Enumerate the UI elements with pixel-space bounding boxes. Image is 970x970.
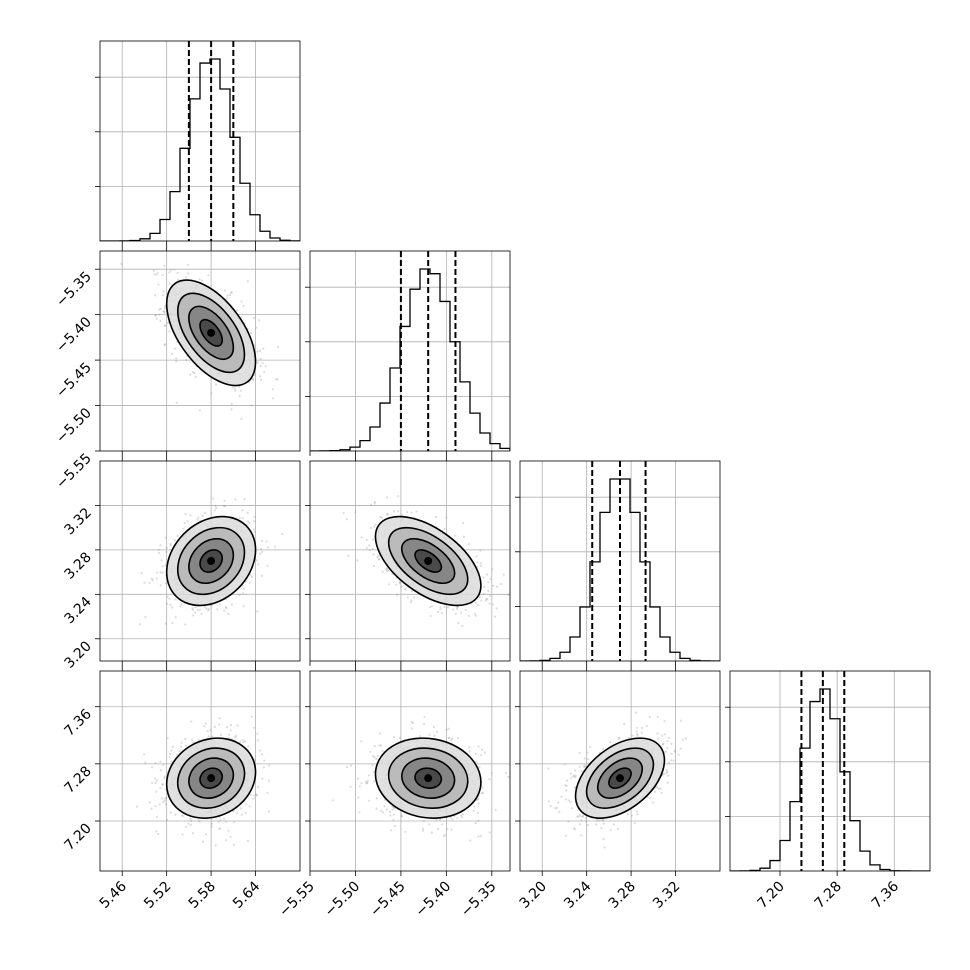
x-tick-label: −5.55 <box>276 879 318 921</box>
x-tick-label: −5.40 <box>413 879 455 921</box>
x-tick-label: 3.28 <box>606 879 639 912</box>
contour-line <box>165 279 257 387</box>
y-tick-label: 3.20 <box>61 638 94 671</box>
contour-line <box>188 537 235 585</box>
x-tick-label: 5.46 <box>97 878 130 911</box>
grid <box>310 461 510 661</box>
x-tick-label: 5.52 <box>141 879 174 912</box>
scatter-panel-0-3: 5.46 5.52 5.58 5.64 7.20 7.28 7.36 <box>61 666 301 912</box>
scatter-panel-0-1: −5.55−5.50−5.45−5.40−5.35 <box>53 246 301 493</box>
histogram-step <box>100 58 300 241</box>
contour-line <box>374 737 482 819</box>
density-peak <box>616 774 624 783</box>
x-tick-label: −5.45 <box>367 879 409 921</box>
grid <box>730 671 930 871</box>
scatter-panel-1-3: −5.55 −5.50 −5.45 −5.40 −5.35 <box>276 666 511 921</box>
y-tick-label: 7.28 <box>61 763 94 796</box>
contour-line <box>608 767 632 789</box>
scatter-panel-1-2 <box>305 456 511 666</box>
x-tick-label: 5.64 <box>230 878 263 911</box>
contour-line <box>165 515 257 607</box>
contour-line <box>188 305 235 360</box>
contour-line <box>176 526 246 596</box>
contour-line <box>165 737 257 819</box>
histogram-panel-2 <box>515 460 721 666</box>
axes-frame <box>99 40 301 242</box>
axes-frame <box>309 250 511 452</box>
x-tick-label: 3.24 <box>561 878 594 911</box>
contour-line <box>414 549 443 573</box>
contour-line <box>374 515 482 607</box>
x-tick-label: 7.36 <box>869 878 902 911</box>
y-tick-label: 3.28 <box>61 549 94 582</box>
axes-frame <box>99 460 301 662</box>
contour-line <box>199 549 224 573</box>
y-tick-label: 7.20 <box>61 821 94 854</box>
contour-line <box>176 747 246 809</box>
axes-frame <box>729 670 931 872</box>
y-tick-label: −5.45 <box>53 360 95 402</box>
density-contours <box>165 515 257 607</box>
density-peak <box>207 328 216 337</box>
contour-line <box>176 292 246 374</box>
density-contours <box>165 279 257 387</box>
x-tick-label: 7.28 <box>812 879 845 912</box>
contour-line <box>199 767 224 789</box>
density-peak <box>207 557 216 565</box>
density-contours <box>165 737 257 819</box>
x-tick-label: 7.20 <box>754 879 787 912</box>
contour-line <box>401 757 456 799</box>
contour-line <box>574 737 666 819</box>
axes-frame <box>519 460 721 662</box>
density-peak <box>207 774 216 783</box>
x-tick-label: −5.35 <box>458 879 500 921</box>
y-tick-label: −5.50 <box>53 405 95 447</box>
y-tick-label: −5.40 <box>53 314 95 356</box>
density-peak <box>424 557 433 565</box>
histogram-step <box>310 268 510 451</box>
contour-line <box>585 747 655 809</box>
x-tick-label: −5.50 <box>322 879 364 921</box>
y-tick-label: −5.35 <box>53 269 95 311</box>
histogram-panel-0 <box>95 40 301 246</box>
axes-frame <box>519 670 721 872</box>
density-contours <box>374 515 482 607</box>
y-tick-label: −5.55 <box>53 451 95 493</box>
axes-frame <box>99 670 301 872</box>
contour-line <box>188 757 235 799</box>
contour-line <box>596 757 644 799</box>
x-tick-label: 3.20 <box>517 879 550 912</box>
y-tick-label: 3.24 <box>61 594 94 627</box>
axes-frame <box>99 250 301 452</box>
contour-line <box>387 747 469 809</box>
scatter-panel-2-3: 3.20 3.24 3.28 3.32 <box>515 666 721 912</box>
contour-line <box>199 318 224 347</box>
scatter-panel-0-2: 3.20 3.24 3.28 3.32 <box>61 456 301 672</box>
density-peak <box>424 774 433 783</box>
histogram-panel-3: 7.20 7.28 7.36 <box>725 670 931 912</box>
density-contours <box>574 737 666 819</box>
histogram-panel-1 <box>305 250 511 456</box>
x-tick-label: 5.58 <box>186 879 219 912</box>
x-tick-label: 3.32 <box>650 879 683 912</box>
histogram-step <box>730 688 930 871</box>
axes-frame <box>309 670 511 872</box>
axes-frame <box>309 460 511 662</box>
y-tick-label: 7.36 <box>61 706 94 739</box>
y-tick-label: 3.32 <box>61 505 94 538</box>
contour-line <box>414 767 443 789</box>
density-contours <box>374 737 482 819</box>
contour-line <box>401 537 456 585</box>
contour-line <box>387 526 469 596</box>
